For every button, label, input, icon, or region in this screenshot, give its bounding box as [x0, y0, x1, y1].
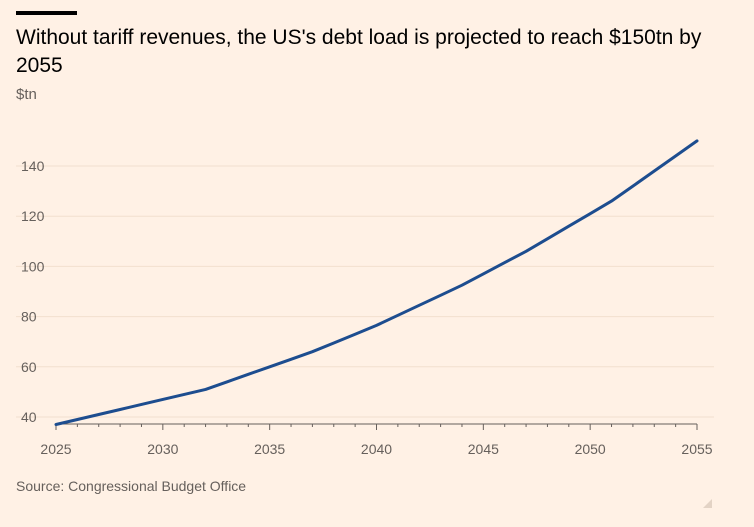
y-tick-label-120: 120 [21, 208, 45, 224]
debt-series-line [54, 139, 699, 426]
x-tick-label-2035: 2035 [254, 441, 285, 457]
x-tick-label-2055: 2055 [681, 441, 712, 457]
y-tick-label-80: 80 [21, 309, 37, 325]
x-tick-label-2045: 2045 [468, 441, 499, 457]
source-note: Source: Congressional Budget Office [16, 478, 247, 494]
y-tick-label-40: 40 [21, 409, 37, 425]
x-axis-ticks: 2025 2030 2035 2040 2045 2050 2055 [40, 424, 713, 457]
y-tick-label-140: 140 [21, 158, 45, 174]
header-bar [16, 11, 77, 15]
gridlines [16, 165, 714, 425]
x-tick-label-2050: 2050 [575, 441, 606, 457]
y-tick-label-100: 100 [21, 258, 45, 274]
y-tick-label-60: 60 [21, 359, 37, 375]
x-tick-label-2030: 2030 [147, 441, 178, 457]
line-chart: 40 60 80 100 120 140 2025 2030 2035 2040 2045 2050… [16, 139, 714, 457]
resize-icon [703, 499, 712, 508]
chart-title: Without tariff revenues, the US's debt l… [16, 26, 702, 77]
x-tick-label-2040: 2040 [361, 441, 392, 457]
y-axis-ticks: 40 60 80 100 120 140 [21, 158, 45, 425]
y-axis-unit-label: $tn [16, 86, 37, 103]
x-tick-label-2025: 2025 [40, 441, 71, 457]
